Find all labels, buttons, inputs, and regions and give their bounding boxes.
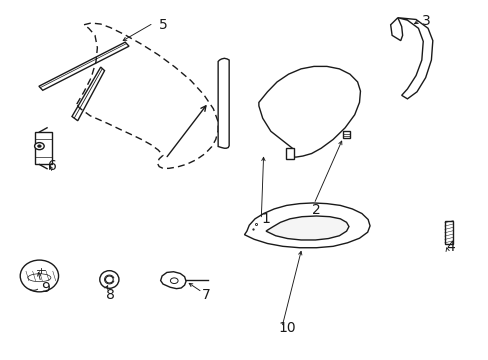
Polygon shape bbox=[35, 132, 52, 164]
Text: 5: 5 bbox=[158, 18, 167, 32]
Circle shape bbox=[35, 143, 44, 150]
Bar bbox=[444, 221, 452, 244]
Polygon shape bbox=[397, 18, 432, 99]
Text: 8: 8 bbox=[106, 288, 115, 302]
Circle shape bbox=[170, 278, 178, 284]
Text: 9: 9 bbox=[41, 280, 50, 294]
Text: 3: 3 bbox=[421, 14, 430, 28]
Polygon shape bbox=[265, 216, 348, 240]
Polygon shape bbox=[72, 67, 104, 121]
Polygon shape bbox=[258, 66, 360, 157]
Text: 6: 6 bbox=[48, 159, 57, 173]
Text: 10: 10 bbox=[278, 321, 296, 335]
Ellipse shape bbox=[20, 260, 59, 292]
Polygon shape bbox=[244, 203, 369, 248]
Polygon shape bbox=[39, 42, 129, 90]
Ellipse shape bbox=[100, 271, 119, 288]
Bar bbox=[342, 131, 349, 138]
Text: 7: 7 bbox=[202, 288, 210, 302]
Polygon shape bbox=[160, 272, 185, 289]
Bar bbox=[285, 148, 293, 159]
Polygon shape bbox=[390, 18, 402, 41]
Polygon shape bbox=[218, 58, 229, 148]
Text: 4: 4 bbox=[445, 240, 454, 254]
Circle shape bbox=[38, 145, 41, 148]
Text: 2: 2 bbox=[311, 203, 320, 217]
Text: 1: 1 bbox=[261, 212, 270, 226]
Ellipse shape bbox=[105, 276, 113, 283]
